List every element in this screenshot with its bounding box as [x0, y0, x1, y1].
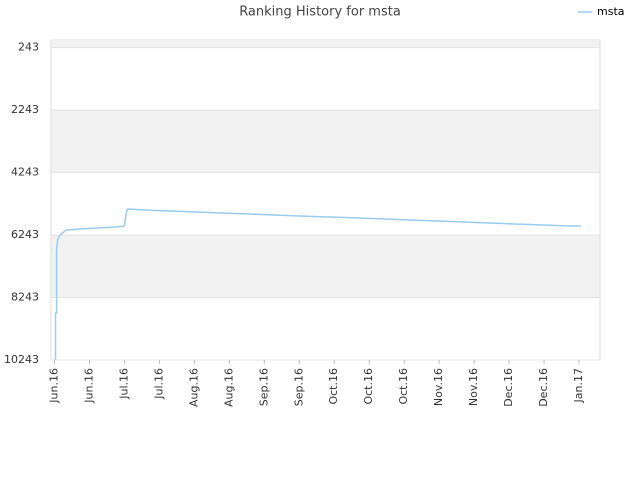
legend-label: msta — [597, 5, 625, 18]
plot-area — [50, 39, 601, 361]
x-tick-label: Aug.16 — [187, 368, 200, 407]
x-tick-label: Dec.16 — [502, 368, 515, 407]
band — [51, 235, 600, 298]
x-tick-label: Jan.17 — [572, 368, 585, 403]
y-tick-label: 10243 — [4, 353, 39, 366]
y-tick-label: 4243 — [11, 166, 39, 179]
x-tick-label: Nov.16 — [432, 368, 445, 406]
y-tick-label: 8243 — [11, 291, 39, 304]
x-tick-label: Jul.16 — [117, 368, 130, 400]
x-tick-label: Jun.16 — [47, 368, 60, 404]
x-tick-label: Dec.16 — [537, 368, 550, 407]
x-tick-label: Sep.16 — [292, 368, 305, 406]
x-tick-label: Oct.16 — [362, 368, 375, 405]
line — [54, 208, 582, 360]
y-tick-label: 6243 — [11, 228, 39, 241]
x-tick-label: Sep.16 — [257, 368, 270, 406]
x-tick-label: Oct.16 — [327, 368, 340, 405]
x-tick-label: Jun.16 — [82, 368, 95, 404]
x-tick-label: Oct.16 — [397, 368, 410, 405]
x-tick-label: Nov.16 — [467, 368, 480, 406]
y-tick-label: 2243 — [11, 103, 39, 116]
chart-title: Ranking History for msta — [239, 5, 401, 20]
band — [51, 110, 600, 173]
x-tick-label: Jul.16 — [152, 368, 165, 400]
y-tick-label: 243 — [18, 41, 39, 54]
x-tick-label: Aug.16 — [222, 368, 235, 407]
band — [51, 40, 600, 48]
